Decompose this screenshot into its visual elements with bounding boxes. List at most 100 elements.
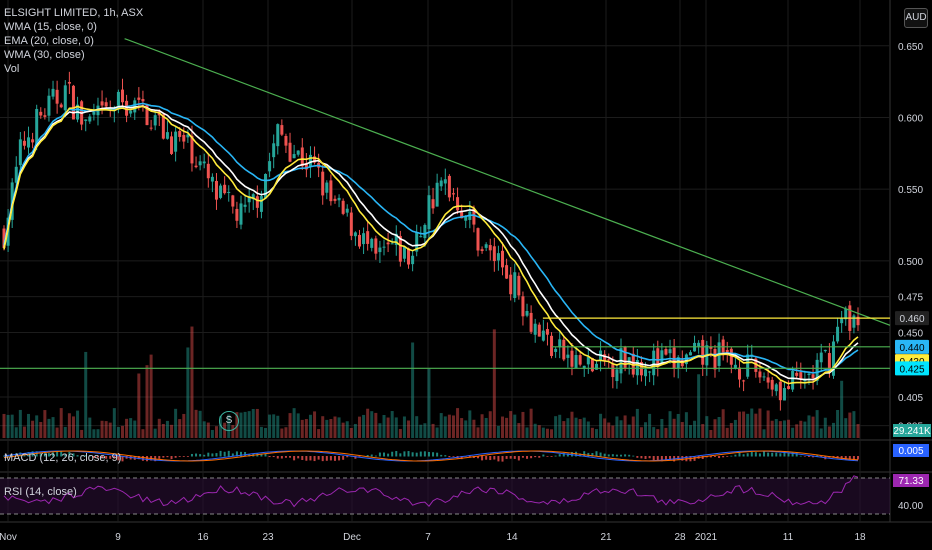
macd-histogram-bar bbox=[378, 452, 381, 457]
volume-bar bbox=[300, 419, 304, 438]
rsi-band bbox=[0, 478, 890, 514]
macd-histogram-bar bbox=[284, 456, 287, 458]
candle-body bbox=[366, 231, 370, 244]
price-tag-bg bbox=[895, 311, 929, 326]
volume-bar bbox=[288, 413, 292, 438]
volume-bar bbox=[709, 429, 713, 438]
volume-bar bbox=[529, 408, 533, 438]
candle-body bbox=[799, 372, 803, 379]
volume-bar bbox=[488, 411, 492, 438]
currency-button[interactable]: AUD bbox=[904, 8, 928, 28]
volume-bar bbox=[149, 354, 153, 438]
price-tag-bg bbox=[895, 361, 929, 376]
macd-histogram-bar bbox=[807, 456, 810, 457]
volume-bar bbox=[644, 422, 648, 438]
macd-histogram-bar bbox=[43, 452, 46, 457]
chart-legend: ELSIGHT LIMITED, 1h, ASX WMA (15, close,… bbox=[4, 6, 143, 76]
candle-body bbox=[153, 115, 157, 126]
macd-histogram-bar bbox=[583, 451, 586, 457]
volume-bar bbox=[313, 411, 317, 438]
volume-bar bbox=[746, 413, 750, 438]
volume-bar bbox=[202, 421, 206, 438]
candle-body bbox=[51, 88, 55, 97]
rsi-label[interactable]: RSI (14, close) bbox=[4, 486, 77, 498]
candle-body bbox=[398, 236, 402, 262]
macd-histogram-bar bbox=[215, 453, 218, 457]
macd-histogram-bar bbox=[767, 452, 770, 457]
volume-bar bbox=[145, 365, 149, 438]
volume-bar bbox=[827, 426, 831, 438]
macd-histogram-bar bbox=[595, 451, 598, 457]
volume-bar bbox=[92, 429, 96, 438]
volume-bar bbox=[664, 427, 668, 438]
macd-histogram-bar bbox=[182, 456, 185, 457]
volume-bar bbox=[586, 421, 590, 438]
candle-body bbox=[390, 243, 394, 245]
x-tick-label: 23 bbox=[262, 532, 274, 543]
split-badge[interactable]: S bbox=[219, 411, 239, 431]
macd-histogram-bar bbox=[787, 452, 790, 457]
volume-bar bbox=[848, 412, 852, 438]
macd-histogram-bar bbox=[231, 453, 234, 457]
volume-bar bbox=[717, 416, 721, 438]
volume-bar bbox=[259, 426, 263, 438]
macd-histogram-bar bbox=[80, 455, 83, 457]
volume-bar bbox=[165, 420, 169, 438]
legend-wma15[interactable]: WMA (15, close, 0) bbox=[4, 21, 97, 33]
volume-bar bbox=[505, 417, 509, 438]
macd-histogram-bar bbox=[399, 453, 402, 457]
candle-body bbox=[668, 349, 672, 354]
macd-histogram-bar bbox=[669, 456, 672, 461]
legend-vol[interactable]: Vol bbox=[4, 63, 20, 75]
candle-body bbox=[411, 255, 415, 265]
candle-body bbox=[823, 349, 827, 352]
volume-bar bbox=[394, 417, 398, 438]
volume-bar bbox=[63, 426, 67, 438]
volume-bar bbox=[578, 419, 582, 438]
legend-wma30[interactable]: WMA (30, close) bbox=[4, 49, 85, 61]
macd-histogram-bar bbox=[779, 453, 782, 457]
volume-bar bbox=[615, 416, 619, 438]
macd-histogram-bar bbox=[203, 454, 206, 457]
volume-bar bbox=[96, 429, 100, 438]
candle-body bbox=[570, 350, 574, 367]
macd-histogram-bar bbox=[301, 456, 304, 460]
candle-body bbox=[656, 348, 660, 366]
volume-bar bbox=[509, 411, 513, 438]
candle-body bbox=[456, 197, 460, 211]
candle-body bbox=[574, 354, 578, 368]
wma15-line bbox=[3, 105, 859, 385]
volume-bar bbox=[214, 426, 218, 438]
legend-ema20[interactable]: EMA (20, close, 0) bbox=[4, 35, 94, 47]
macd-histogram-bar bbox=[158, 456, 161, 459]
macd-histogram-bar bbox=[64, 454, 67, 457]
volume-bar bbox=[680, 422, 684, 438]
volume-bar bbox=[6, 414, 10, 438]
macd-histogram-bar bbox=[562, 452, 565, 457]
x-tick-label: 14 bbox=[506, 532, 518, 543]
macd-histogram-bar bbox=[632, 455, 635, 457]
volume-bar bbox=[84, 351, 88, 438]
macd-histogram-bar bbox=[170, 456, 173, 460]
price-tag-label: 0.425 bbox=[899, 364, 924, 375]
macd-label[interactable]: MACD (12, 26, close, 9) bbox=[4, 452, 122, 464]
volume-bar bbox=[476, 427, 480, 438]
volume-bar bbox=[411, 342, 415, 438]
volume-bar bbox=[533, 423, 537, 438]
candle-body bbox=[509, 274, 513, 295]
candle-body bbox=[214, 180, 218, 200]
volume-bar bbox=[464, 420, 468, 438]
candle-body bbox=[827, 353, 831, 372]
volume-bar bbox=[129, 418, 133, 438]
macd-histogram-bar bbox=[276, 456, 279, 459]
macd-histogram-bar bbox=[452, 456, 455, 457]
rsi-line bbox=[3, 475, 859, 508]
macd-histogram-bar bbox=[730, 455, 733, 457]
candle-body bbox=[537, 324, 541, 337]
macd-histogram-bar bbox=[509, 456, 512, 459]
candle-body bbox=[206, 163, 210, 179]
macd-histogram-bar bbox=[195, 453, 198, 457]
candle-body bbox=[787, 386, 791, 389]
volume-bar bbox=[35, 415, 39, 438]
